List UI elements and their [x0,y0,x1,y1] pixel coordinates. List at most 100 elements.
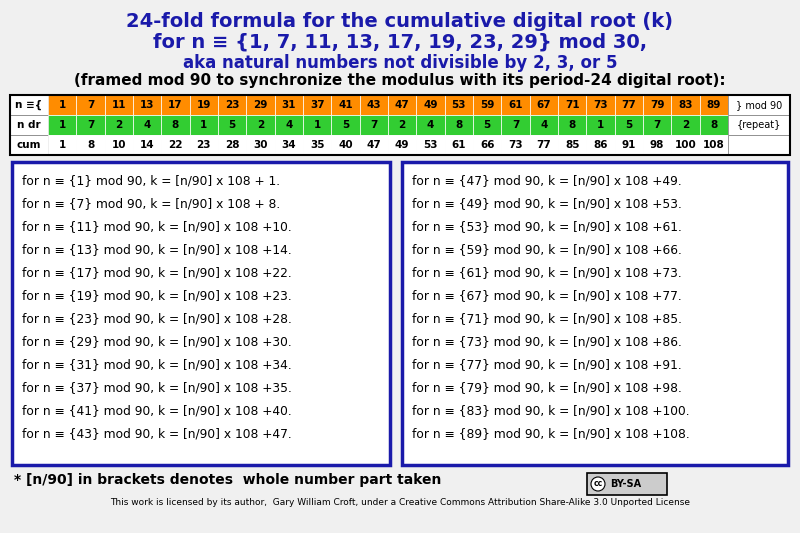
Bar [530,95,558,115]
Bar [700,95,728,115]
Bar [614,95,643,115]
Text: 1: 1 [58,100,66,110]
Text: for n ≡ {83} mod 90, k = [n/90] x 108 +100.: for n ≡ {83} mod 90, k = [n/90] x 108 +1… [412,403,690,417]
Text: for n ≡ {1} mod 90, k = [n/90] x 108 + 1.: for n ≡ {1} mod 90, k = [n/90] x 108 + 1… [22,174,280,187]
Text: for n ≡ {31} mod 90, k = [n/90] x 108 +34.: for n ≡ {31} mod 90, k = [n/90] x 108 +3… [22,358,292,370]
Text: 1: 1 [200,120,207,130]
Text: 30: 30 [254,140,268,150]
Bar [303,135,331,155]
Text: 49: 49 [395,140,410,150]
Text: for n ≡ {61} mod 90, k = [n/90] x 108 +73.: for n ≡ {61} mod 90, k = [n/90] x 108 +7… [412,266,682,279]
Text: 22: 22 [168,140,182,150]
Text: 1: 1 [314,120,321,130]
Bar [445,135,473,155]
Text: 2: 2 [257,120,264,130]
Bar [10,95,48,115]
Text: for n ≡ {43} mod 90, k = [n/90] x 108 +47.: for n ≡ {43} mod 90, k = [n/90] x 108 +4… [22,426,292,440]
Text: 5: 5 [626,120,633,130]
Text: 4: 4 [285,120,293,130]
Text: 34: 34 [282,140,296,150]
Bar [105,135,133,155]
Text: 85: 85 [565,140,579,150]
Bar [671,95,700,115]
Bar [586,95,614,115]
Bar [48,115,76,135]
Text: 8: 8 [710,120,718,130]
Bar [218,115,246,135]
Text: 14: 14 [140,140,154,150]
Bar [10,115,48,135]
Text: for n ≡ {7} mod 90, k = [n/90] x 108 + 8.: for n ≡ {7} mod 90, k = [n/90] x 108 + 8… [22,197,280,210]
Bar [614,135,643,155]
Bar [502,115,530,135]
Text: 7: 7 [370,120,378,130]
Text: 53: 53 [451,100,466,110]
Text: 66: 66 [480,140,494,150]
Bar [105,95,133,115]
Text: 17: 17 [168,100,183,110]
Bar [416,115,445,135]
Bar [558,135,586,155]
Text: for n ≡ {77} mod 90, k = [n/90] x 108 +91.: for n ≡ {77} mod 90, k = [n/90] x 108 +9… [412,358,682,370]
Bar [331,95,360,115]
Text: for n ≡ {49} mod 90, k = [n/90] x 108 +53.: for n ≡ {49} mod 90, k = [n/90] x 108 +5… [412,197,682,210]
Bar [190,115,218,135]
Text: 1: 1 [597,120,604,130]
Text: for n ≡ {11} mod 90, k = [n/90] x 108 +10.: for n ≡ {11} mod 90, k = [n/90] x 108 +1… [22,220,292,233]
Bar [162,135,190,155]
Text: 10: 10 [111,140,126,150]
Text: for n ≡ {37} mod 90, k = [n/90] x 108 +35.: for n ≡ {37} mod 90, k = [n/90] x 108 +3… [22,381,292,394]
Text: 7: 7 [87,120,94,130]
Text: {repeat}: {repeat} [737,120,781,130]
Bar [586,135,614,155]
Bar [133,95,162,115]
Bar [728,135,790,155]
Text: aka natural numbers not divisible by 2, 3, or 5: aka natural numbers not divisible by 2, … [182,54,618,72]
Bar [614,115,643,135]
Text: 79: 79 [650,100,665,110]
Text: for n ≡ {19} mod 90, k = [n/90] x 108 +23.: for n ≡ {19} mod 90, k = [n/90] x 108 +2… [22,289,292,302]
Bar [558,95,586,115]
Text: 11: 11 [111,100,126,110]
Text: 23: 23 [225,100,239,110]
Text: for n ≡ {29} mod 90, k = [n/90] x 108 +30.: for n ≡ {29} mod 90, k = [n/90] x 108 +3… [22,335,292,348]
Text: for n ≡ {17} mod 90, k = [n/90] x 108 +22.: for n ≡ {17} mod 90, k = [n/90] x 108 +2… [22,266,292,279]
Bar [246,115,274,135]
Bar [303,95,331,115]
Text: 2: 2 [115,120,122,130]
Bar [246,95,274,115]
Bar [643,135,671,155]
Bar [671,115,700,135]
Bar [48,95,76,115]
Text: 43: 43 [366,100,381,110]
Text: for n ≡ {59} mod 90, k = [n/90] x 108 +66.: for n ≡ {59} mod 90, k = [n/90] x 108 +6… [412,243,682,256]
Text: 8: 8 [455,120,462,130]
Text: BY-SA: BY-SA [610,479,641,489]
Bar [586,115,614,135]
Text: for n ≡ {67} mod 90, k = [n/90] x 108 +77.: for n ≡ {67} mod 90, k = [n/90] x 108 +7… [412,289,682,302]
Text: 59: 59 [480,100,494,110]
Text: for n ≡ {1, 7, 11, 13, 17, 19, 23, 29} mod 30,: for n ≡ {1, 7, 11, 13, 17, 19, 23, 29} m… [153,33,647,52]
Text: This work is licensed by its author,  Gary William Croft, under a Creative Commo: This work is licensed by its author, Gar… [110,498,690,507]
Bar [360,95,388,115]
Bar [530,135,558,155]
Text: for n ≡ {89} mod 90, k = [n/90] x 108 +108.: for n ≡ {89} mod 90, k = [n/90] x 108 +1… [412,426,690,440]
Text: 1: 1 [58,140,66,150]
Text: 7: 7 [654,120,661,130]
Bar [48,135,76,155]
Bar [502,95,530,115]
Text: for n ≡ {71} mod 90, k = [n/90] x 108 +85.: for n ≡ {71} mod 90, k = [n/90] x 108 +8… [412,312,682,325]
Bar [671,135,700,155]
Text: for n ≡ {73} mod 90, k = [n/90] x 108 +86.: for n ≡ {73} mod 90, k = [n/90] x 108 +8… [412,335,682,348]
Text: 24-fold formula for the cumulative digital root (k): 24-fold formula for the cumulative digit… [126,12,674,31]
FancyBboxPatch shape [402,162,788,465]
Bar [388,115,416,135]
Text: 8: 8 [87,140,94,150]
Bar [558,115,586,135]
Text: (framed mod 90 to synchronize the modulus with its period-24 digital root):: (framed mod 90 to synchronize the modulu… [74,73,726,88]
Text: 53: 53 [423,140,438,150]
Bar [360,115,388,135]
Bar [728,115,790,135]
Bar [105,115,133,135]
Bar [643,115,671,135]
